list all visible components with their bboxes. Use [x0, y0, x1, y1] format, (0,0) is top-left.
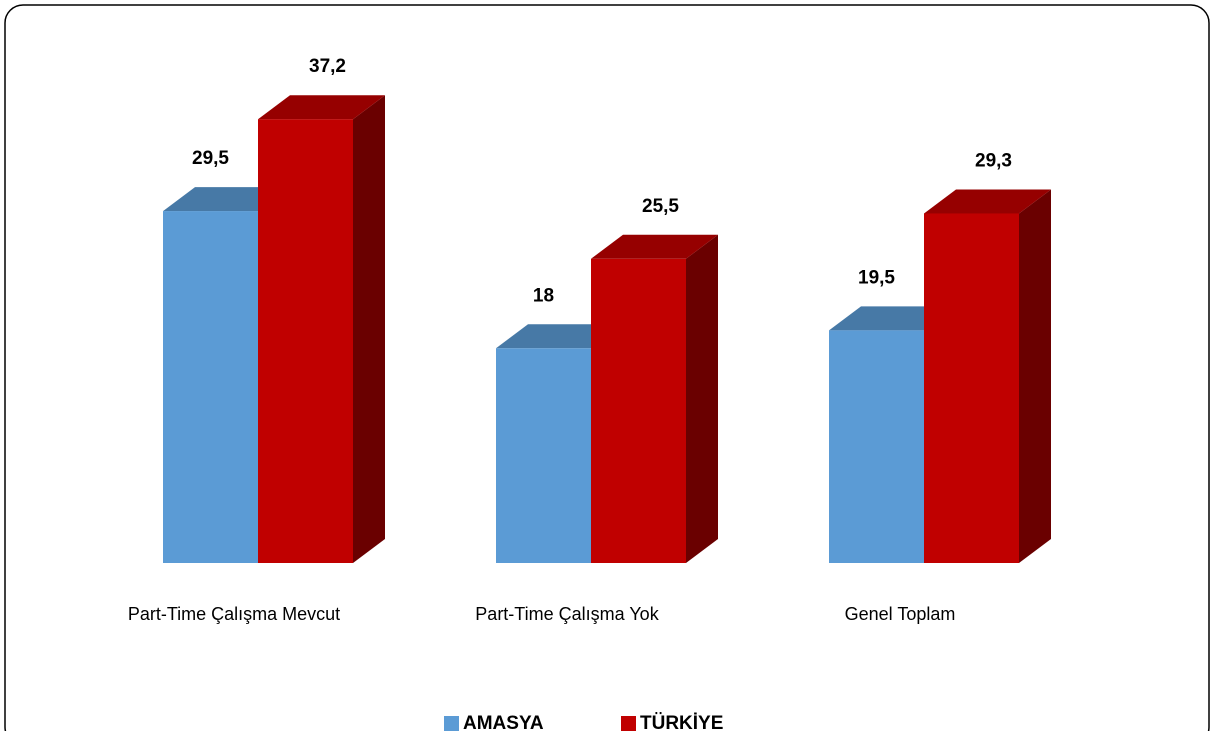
bar	[258, 119, 353, 563]
x-tick-label: Part-Time Çalışma Yok	[475, 604, 659, 624]
legend-label: AMASYA	[463, 713, 544, 731]
bar-side	[353, 95, 385, 563]
data-label: 18	[533, 285, 554, 306]
bar-side	[686, 234, 718, 563]
x-tick-label: Genel Toplam	[845, 604, 956, 624]
bar-side	[1019, 189, 1051, 564]
x-tick-label: Part-Time Çalışma Mevcut	[128, 604, 340, 624]
bar	[496, 348, 591, 563]
data-label: 19,5	[858, 267, 895, 288]
data-label: 29,3	[975, 150, 1012, 171]
bar-top	[258, 95, 385, 120]
data-label: 25,5	[642, 196, 679, 217]
legend-label: TÜRKİYE	[640, 713, 723, 731]
data-label: 29,5	[192, 148, 229, 169]
legend-swatch	[621, 716, 636, 731]
bar	[591, 258, 686, 563]
bar-top	[591, 234, 718, 259]
data-label: 37,2	[309, 56, 346, 77]
bar	[924, 213, 1019, 564]
legend-swatch	[444, 716, 459, 731]
bar	[829, 330, 924, 563]
bar	[163, 211, 258, 563]
bar-top	[924, 189, 1051, 214]
